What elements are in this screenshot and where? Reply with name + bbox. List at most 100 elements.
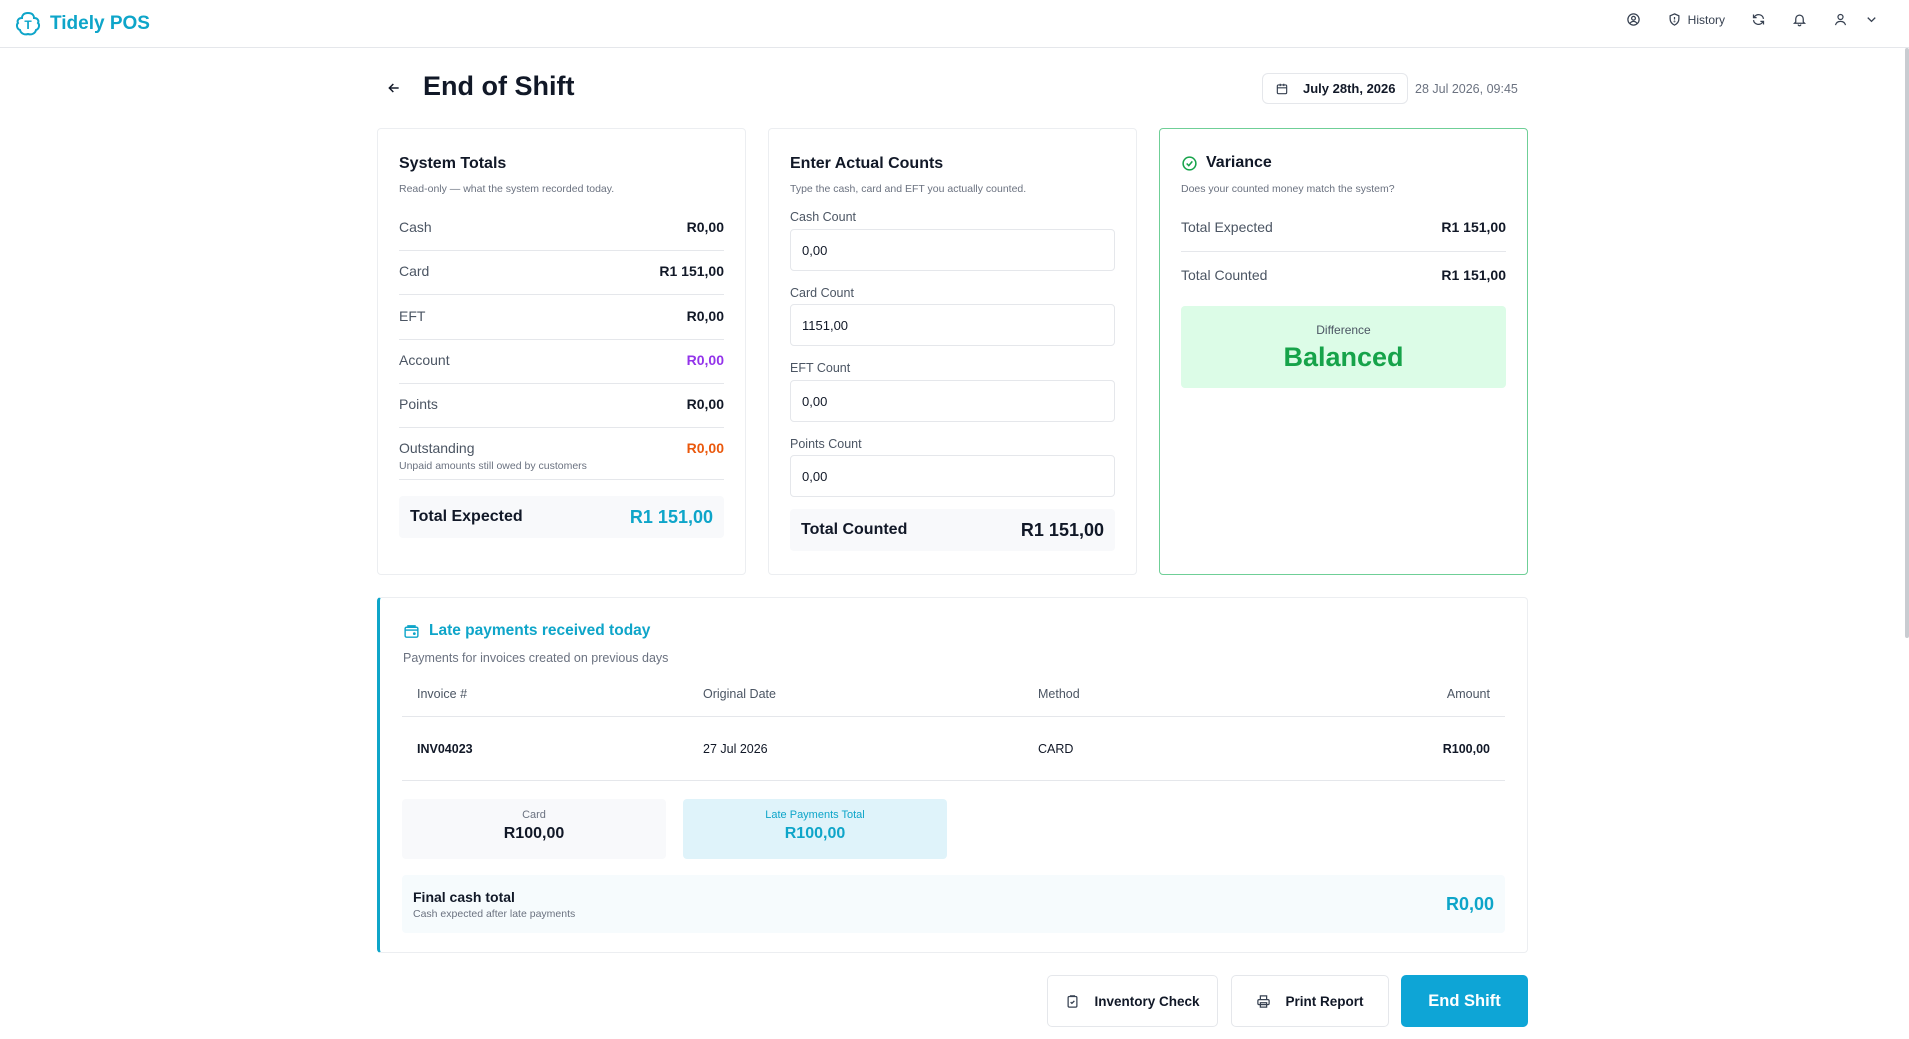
amount-cell: R100,00 xyxy=(1442,741,1490,756)
row-value: R1 151,00 xyxy=(1441,219,1506,235)
total-counted-label: Total Counted xyxy=(801,521,908,538)
card-summary-box: Card R100,00 xyxy=(402,799,666,859)
history-button[interactable]: History xyxy=(1667,12,1725,27)
totals-row-eft: EFT R0,00 xyxy=(399,308,724,340)
card-count-input[interactable]: 1151,00 xyxy=(790,304,1115,346)
row-value: R0,00 xyxy=(686,396,724,412)
back-button[interactable] xyxy=(386,80,402,96)
check-circle-icon xyxy=(1182,155,1197,171)
system-totals-subtitle: Read-only — what the system recorded tod… xyxy=(399,183,615,195)
points-count-label: Points Count xyxy=(790,437,862,451)
variance-card: Variance Does your counted money match t… xyxy=(1159,128,1528,575)
variance-row-expected: Total Expected R1 151,00 xyxy=(1181,219,1506,252)
totals-row-outstanding: Outstanding R0,00 xyxy=(399,440,724,480)
date-picker-button[interactable]: July 28th, 2026 xyxy=(1262,73,1408,104)
column-header: Amount xyxy=(1446,687,1490,701)
system-totals-title: System Totals xyxy=(399,155,507,172)
late-payments-section: Late payments received today Payments fo… xyxy=(377,597,1528,953)
row-label: EFT xyxy=(399,308,426,324)
final-cash-value: R0,00 xyxy=(1445,894,1494,914)
svg-text:T: T xyxy=(24,18,32,32)
total-expected-value: R1 151,00 xyxy=(629,506,713,527)
date-label: July 28th, 2026 xyxy=(1303,81,1396,96)
variance-subtitle: Does your counted money match the system… xyxy=(1181,183,1395,195)
column-header: Method xyxy=(1038,687,1080,701)
total-counted-value: R1 151,00 xyxy=(1020,519,1104,540)
user-menu[interactable] xyxy=(1833,12,1879,27)
date-stamp: 28 Jul 2026, 09:45 xyxy=(1415,82,1518,96)
inventory-check-label: Inventory Check xyxy=(1094,993,1200,1009)
cash-count-label: Cash Count xyxy=(790,210,857,224)
chevron-down-icon xyxy=(1867,17,1876,23)
totals-row-cash: Cash R0,00 xyxy=(399,219,724,251)
user-icon xyxy=(1834,13,1847,26)
print-report-button[interactable]: Print Report xyxy=(1231,975,1389,1027)
system-totals-card: System Totals Read-only — what the syste… xyxy=(377,128,746,575)
eft-count-input[interactable]: 0,00 xyxy=(790,380,1115,422)
cash-count-input[interactable]: 0,00 xyxy=(790,229,1115,271)
table-row[interactable]: INV04023 27 Jul 2026 CARD R100,00 xyxy=(402,717,1505,781)
scrollbar[interactable] xyxy=(1905,48,1909,638)
refresh-icon[interactable] xyxy=(1751,12,1766,27)
variance-title-text: Variance xyxy=(1206,154,1272,171)
calendar-icon xyxy=(1276,83,1288,94)
outstanding-note: Unpaid amounts still owed by customers xyxy=(399,460,587,472)
column-header: Original Date xyxy=(703,687,776,701)
total-counted-box: Total Counted R1 151,00 xyxy=(790,509,1115,551)
card-summary-value: R100,00 xyxy=(503,825,565,842)
inventory-check-button[interactable]: Inventory Check xyxy=(1047,975,1218,1027)
row-value: R0,00 xyxy=(686,219,724,235)
card-summary-label: Card xyxy=(522,809,546,821)
final-cash-label: Final cash total xyxy=(413,889,515,905)
clipboard-check-icon xyxy=(1067,994,1078,1008)
variance-row-counted: Total Counted R1 151,00 xyxy=(1181,267,1506,300)
row-label: Total Counted xyxy=(1181,267,1268,283)
printer-icon xyxy=(1257,994,1271,1008)
late-payments-subtitle: Payments for invoices created on previou… xyxy=(403,651,669,665)
late-total-label: Late Payments Total xyxy=(765,809,865,821)
difference-value: Balanced xyxy=(1283,342,1404,372)
final-cash-box: Final cash total Cash expected after lat… xyxy=(402,875,1505,933)
top-actions: History xyxy=(1626,12,1879,27)
late-total-value: R100,00 xyxy=(784,825,846,842)
variance-title: Variance xyxy=(1181,154,1272,172)
row-value: R0,00 xyxy=(686,440,724,456)
account-circle-icon[interactable] xyxy=(1626,12,1641,27)
end-shift-button[interactable]: End Shift xyxy=(1401,975,1528,1027)
print-report-label: Print Report xyxy=(1285,993,1364,1009)
app-logo-icon: T xyxy=(15,11,41,36)
arrow-left-icon xyxy=(388,83,399,93)
top-bar: T Tidely POS History xyxy=(0,0,1909,48)
actual-counts-card: Enter Actual Counts Type the cash, card … xyxy=(768,128,1137,575)
table-header: Invoice # Original Date Method Amount xyxy=(402,672,1505,717)
shield-icon xyxy=(1669,13,1680,26)
row-label: Total Expected xyxy=(1181,219,1273,235)
totals-row-account: Account R0,00 xyxy=(399,352,724,384)
late-total-box: Late Payments Total R100,00 xyxy=(683,799,947,859)
row-label: Card xyxy=(399,263,430,279)
history-label: History xyxy=(1687,12,1725,27)
row-label: Cash xyxy=(399,219,432,235)
final-cash-subtitle: Cash expected after late payments xyxy=(413,908,576,920)
eft-count-label: EFT Count xyxy=(790,361,851,375)
totals-row-card: Card R1 151,00 xyxy=(399,263,724,295)
row-label: Account xyxy=(399,352,450,368)
difference-box: Difference Balanced xyxy=(1181,306,1506,388)
actual-counts-title: Enter Actual Counts xyxy=(790,155,944,172)
method-cell: CARD xyxy=(1038,741,1074,756)
row-value: R0,00 xyxy=(686,308,724,324)
row-label: Outstanding xyxy=(399,440,475,456)
totals-row-points: Points R0,00 xyxy=(399,396,724,428)
date-cell: 27 Jul 2026 xyxy=(703,741,768,756)
late-payments-title-text: Late payments received today xyxy=(429,622,651,639)
actual-counts-subtitle: Type the cash, card and EFT you actually… xyxy=(790,183,1027,195)
app-name: Tidely POS xyxy=(50,13,150,34)
points-count-input[interactable]: 0,00 xyxy=(790,455,1115,497)
total-expected-label: Total Expected xyxy=(410,508,523,525)
brand[interactable]: T Tidely POS xyxy=(14,10,150,38)
row-label: Points xyxy=(399,396,438,412)
row-value: R1 151,00 xyxy=(659,263,724,279)
row-value: R1 151,00 xyxy=(1441,267,1506,283)
bell-icon[interactable] xyxy=(1792,12,1807,27)
row-value: R0,00 xyxy=(686,352,724,368)
